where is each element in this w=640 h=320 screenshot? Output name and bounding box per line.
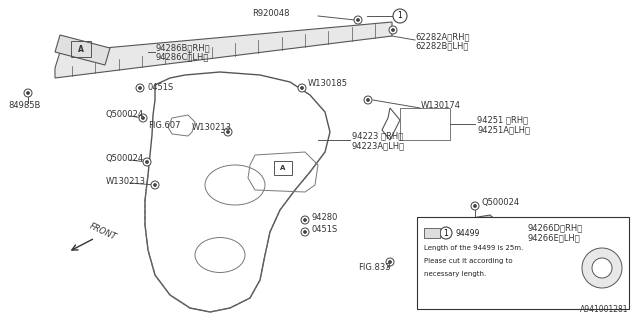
Circle shape xyxy=(364,96,372,104)
Text: Q500024: Q500024 xyxy=(106,109,144,118)
Text: Q500024: Q500024 xyxy=(482,197,520,206)
Text: necessary length.: necessary length. xyxy=(424,271,486,277)
Text: Please cut it according to: Please cut it according to xyxy=(424,258,513,264)
Circle shape xyxy=(27,92,29,94)
Text: FIG.607: FIG.607 xyxy=(148,122,180,131)
Text: FRONT: FRONT xyxy=(88,222,118,242)
Text: 94223A〈LH〉: 94223A〈LH〉 xyxy=(352,141,405,150)
Circle shape xyxy=(304,219,306,221)
Text: 62282A〈RH〉: 62282A〈RH〉 xyxy=(415,33,470,42)
Circle shape xyxy=(224,128,232,136)
Circle shape xyxy=(386,258,394,266)
Circle shape xyxy=(354,16,362,24)
Circle shape xyxy=(146,161,148,163)
Circle shape xyxy=(389,26,397,34)
Text: A: A xyxy=(78,44,84,53)
Circle shape xyxy=(393,9,407,23)
Text: 0451S: 0451S xyxy=(148,84,174,92)
Circle shape xyxy=(151,181,159,189)
Circle shape xyxy=(440,227,452,239)
Text: W130213: W130213 xyxy=(106,178,146,187)
Text: 0451S: 0451S xyxy=(312,226,339,235)
Text: 94251A〈LH〉: 94251A〈LH〉 xyxy=(477,125,530,134)
Circle shape xyxy=(474,205,476,207)
Circle shape xyxy=(367,99,369,101)
Text: 1: 1 xyxy=(397,12,403,20)
Circle shape xyxy=(582,248,622,288)
Circle shape xyxy=(24,89,32,97)
Text: 94251 〈RH〉: 94251 〈RH〉 xyxy=(477,116,528,124)
Text: Q500024: Q500024 xyxy=(106,154,144,163)
Text: 94223 〈RH〉: 94223 〈RH〉 xyxy=(352,132,403,140)
Circle shape xyxy=(154,184,156,186)
Text: 94280: 94280 xyxy=(312,212,339,221)
Circle shape xyxy=(592,258,612,278)
Text: 94286C〈LH〉: 94286C〈LH〉 xyxy=(155,52,209,61)
FancyBboxPatch shape xyxy=(417,217,629,309)
Polygon shape xyxy=(460,215,505,245)
Polygon shape xyxy=(55,22,392,78)
Circle shape xyxy=(139,87,141,89)
Text: 94266D〈RH〉: 94266D〈RH〉 xyxy=(527,223,582,233)
Circle shape xyxy=(301,228,309,236)
Polygon shape xyxy=(424,228,440,238)
Text: 94286B〈RH〉: 94286B〈RH〉 xyxy=(155,44,210,52)
Text: W130213: W130213 xyxy=(192,124,232,132)
Circle shape xyxy=(388,261,391,263)
Circle shape xyxy=(392,29,394,31)
Circle shape xyxy=(304,231,306,233)
Text: A941001281: A941001281 xyxy=(579,305,628,314)
Circle shape xyxy=(357,19,359,21)
Text: W130185: W130185 xyxy=(308,79,348,89)
Text: Length of the 94499 is 25m.: Length of the 94499 is 25m. xyxy=(424,245,524,251)
Circle shape xyxy=(139,114,147,122)
Circle shape xyxy=(136,84,144,92)
Text: A: A xyxy=(280,165,285,171)
Text: FIG.833: FIG.833 xyxy=(358,263,390,273)
Circle shape xyxy=(142,117,144,119)
Text: 94499: 94499 xyxy=(455,228,479,237)
Circle shape xyxy=(471,202,479,210)
Circle shape xyxy=(301,216,309,224)
Circle shape xyxy=(227,131,229,133)
Circle shape xyxy=(143,158,151,166)
Text: R920048: R920048 xyxy=(252,10,289,19)
Text: W130174: W130174 xyxy=(421,100,461,109)
Polygon shape xyxy=(55,35,110,65)
Text: 94266E〈LH〉: 94266E〈LH〉 xyxy=(527,234,580,243)
Text: 1: 1 xyxy=(444,228,449,237)
Text: 84985B: 84985B xyxy=(8,100,40,109)
Circle shape xyxy=(301,87,303,89)
Text: 62282B〈LH〉: 62282B〈LH〉 xyxy=(415,42,468,51)
Circle shape xyxy=(298,84,306,92)
